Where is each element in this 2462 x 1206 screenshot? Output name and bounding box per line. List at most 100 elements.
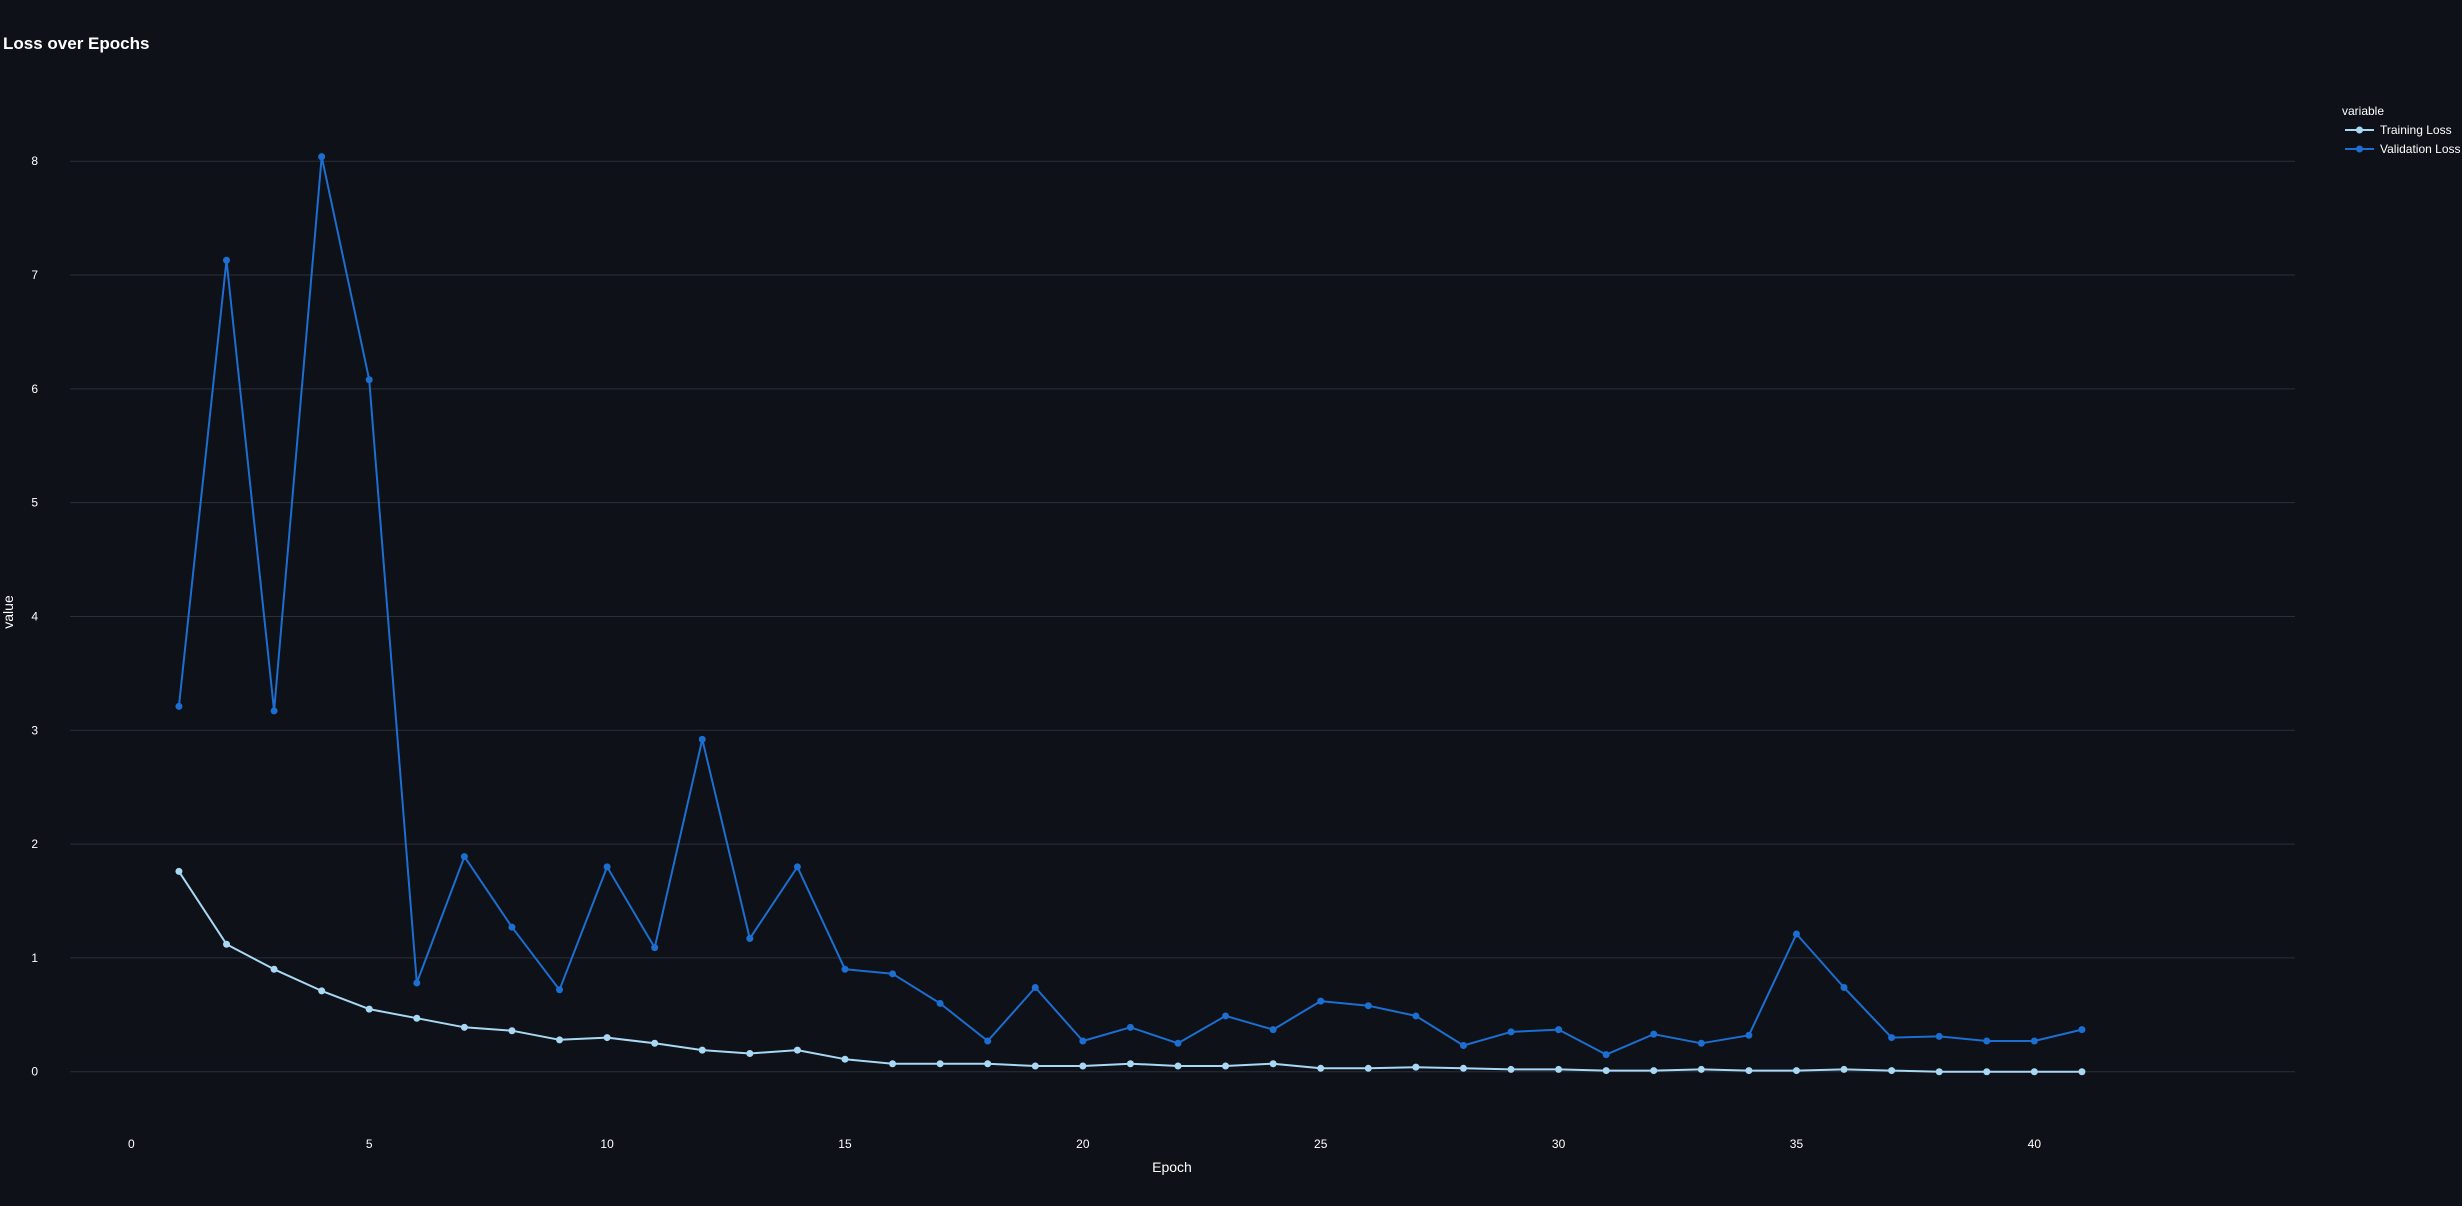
data-point[interactable] (841, 1055, 849, 1063)
data-point[interactable] (2078, 1026, 2086, 1034)
legend-item[interactable]: Training Loss (2345, 123, 2452, 137)
data-point[interactable] (1888, 1034, 1896, 1042)
data-point[interactable] (1602, 1067, 1610, 1075)
legend-swatch-marker (2356, 145, 2363, 153)
data-point[interactable] (1412, 1063, 1420, 1071)
x-tick-label: 20 (1076, 1137, 1090, 1151)
data-point[interactable] (413, 979, 421, 987)
data-point[interactable] (746, 935, 754, 943)
data-point[interactable] (889, 970, 897, 978)
data-point[interactable] (223, 256, 231, 264)
data-point[interactable] (651, 944, 659, 952)
data-point[interactable] (793, 1046, 801, 1054)
data-point[interactable] (175, 867, 183, 875)
data-point[interactable] (1126, 1023, 1134, 1031)
legend-item[interactable]: Validation Loss (2345, 142, 2461, 156)
data-point[interactable] (1840, 983, 1848, 991)
data-point[interactable] (1650, 1030, 1658, 1038)
data-point[interactable] (413, 1014, 421, 1022)
data-point[interactable] (1412, 1012, 1420, 1020)
data-point[interactable] (1840, 1065, 1848, 1073)
data-point[interactable] (603, 1034, 611, 1042)
data-point[interactable] (1745, 1067, 1753, 1075)
data-point[interactable] (841, 965, 849, 973)
data-point[interactable] (556, 1036, 564, 1044)
series-training-loss[interactable] (175, 867, 2086, 1076)
data-point[interactable] (1079, 1037, 1087, 1045)
data-point[interactable] (1079, 1062, 1087, 1070)
data-point[interactable] (1459, 1064, 1467, 1072)
data-point[interactable] (1269, 1026, 1277, 1034)
data-point[interactable] (2078, 1068, 2086, 1076)
data-point[interactable] (1459, 1042, 1467, 1050)
data-point[interactable] (1697, 1065, 1705, 1073)
data-point[interactable] (1031, 983, 1039, 991)
data-point[interactable] (603, 863, 611, 871)
data-point[interactable] (1364, 1002, 1372, 1010)
data-point[interactable] (1507, 1028, 1515, 1036)
data-point[interactable] (936, 999, 944, 1007)
data-point[interactable] (1650, 1067, 1658, 1075)
series-line (178, 870, 2082, 1073)
chart-title: Loss over Epochs (3, 34, 149, 53)
data-point[interactable] (1983, 1037, 1991, 1045)
data-point[interactable] (1697, 1039, 1705, 1047)
data-point[interactable] (365, 1005, 373, 1013)
data-point[interactable] (889, 1060, 897, 1068)
data-point[interactable] (2030, 1068, 2038, 1076)
data-point[interactable] (984, 1037, 992, 1045)
data-point[interactable] (1792, 930, 1800, 938)
data-point[interactable] (1935, 1068, 1943, 1076)
series-layer (175, 153, 2086, 1076)
data-point[interactable] (1364, 1064, 1372, 1072)
data-point[interactable] (746, 1050, 754, 1058)
data-point[interactable] (1555, 1026, 1563, 1034)
x-tick-label: 30 (1552, 1137, 1566, 1151)
data-point[interactable] (1174, 1062, 1182, 1070)
data-point[interactable] (223, 940, 231, 948)
data-point[interactable] (1269, 1060, 1277, 1068)
data-point[interactable] (1174, 1039, 1182, 1047)
data-point[interactable] (793, 863, 801, 871)
y-tick-label: 4 (31, 609, 38, 623)
legend-label: Training Loss (2380, 123, 2452, 137)
data-point[interactable] (460, 1023, 468, 1031)
data-point[interactable] (175, 702, 183, 710)
data-point[interactable] (365, 376, 373, 384)
data-point[interactable] (508, 1027, 516, 1035)
data-point[interactable] (698, 735, 706, 743)
series-line (177, 155, 2083, 1056)
data-point[interactable] (936, 1060, 944, 1068)
data-point[interactable] (1222, 1012, 1230, 1020)
series-validation-loss[interactable] (175, 153, 2086, 1059)
data-point[interactable] (1935, 1032, 1943, 1040)
y-tick-label: 8 (31, 154, 38, 168)
data-point[interactable] (1888, 1067, 1896, 1075)
data-point[interactable] (1126, 1060, 1134, 1068)
data-point[interactable] (1792, 1067, 1800, 1075)
data-point[interactable] (2030, 1037, 2038, 1045)
data-point[interactable] (508, 923, 516, 931)
data-point[interactable] (318, 987, 326, 995)
data-point[interactable] (651, 1039, 659, 1047)
data-point[interactable] (1222, 1062, 1230, 1070)
data-point[interactable] (698, 1046, 706, 1054)
data-point[interactable] (1745, 1031, 1753, 1039)
data-point[interactable] (984, 1060, 992, 1068)
data-point[interactable] (1317, 1064, 1325, 1072)
data-point[interactable] (318, 153, 326, 161)
data-point[interactable] (556, 986, 564, 994)
data-point[interactable] (1317, 997, 1325, 1005)
data-point[interactable] (1031, 1062, 1039, 1070)
data-point[interactable] (460, 853, 468, 861)
y-tick-labels: 0 1 2 3 4 5 6 7 8 (31, 154, 38, 1078)
y-tick-label: 6 (31, 382, 38, 396)
y-tick-label: 3 (31, 723, 38, 737)
data-point[interactable] (1507, 1065, 1515, 1073)
data-point[interactable] (270, 965, 278, 973)
data-point[interactable] (270, 707, 278, 715)
data-point[interactable] (1555, 1065, 1563, 1073)
data-point[interactable] (1983, 1068, 1991, 1076)
legend[interactable]: variable Training Loss Validation Loss (2342, 104, 2461, 156)
data-point[interactable] (1602, 1051, 1610, 1059)
